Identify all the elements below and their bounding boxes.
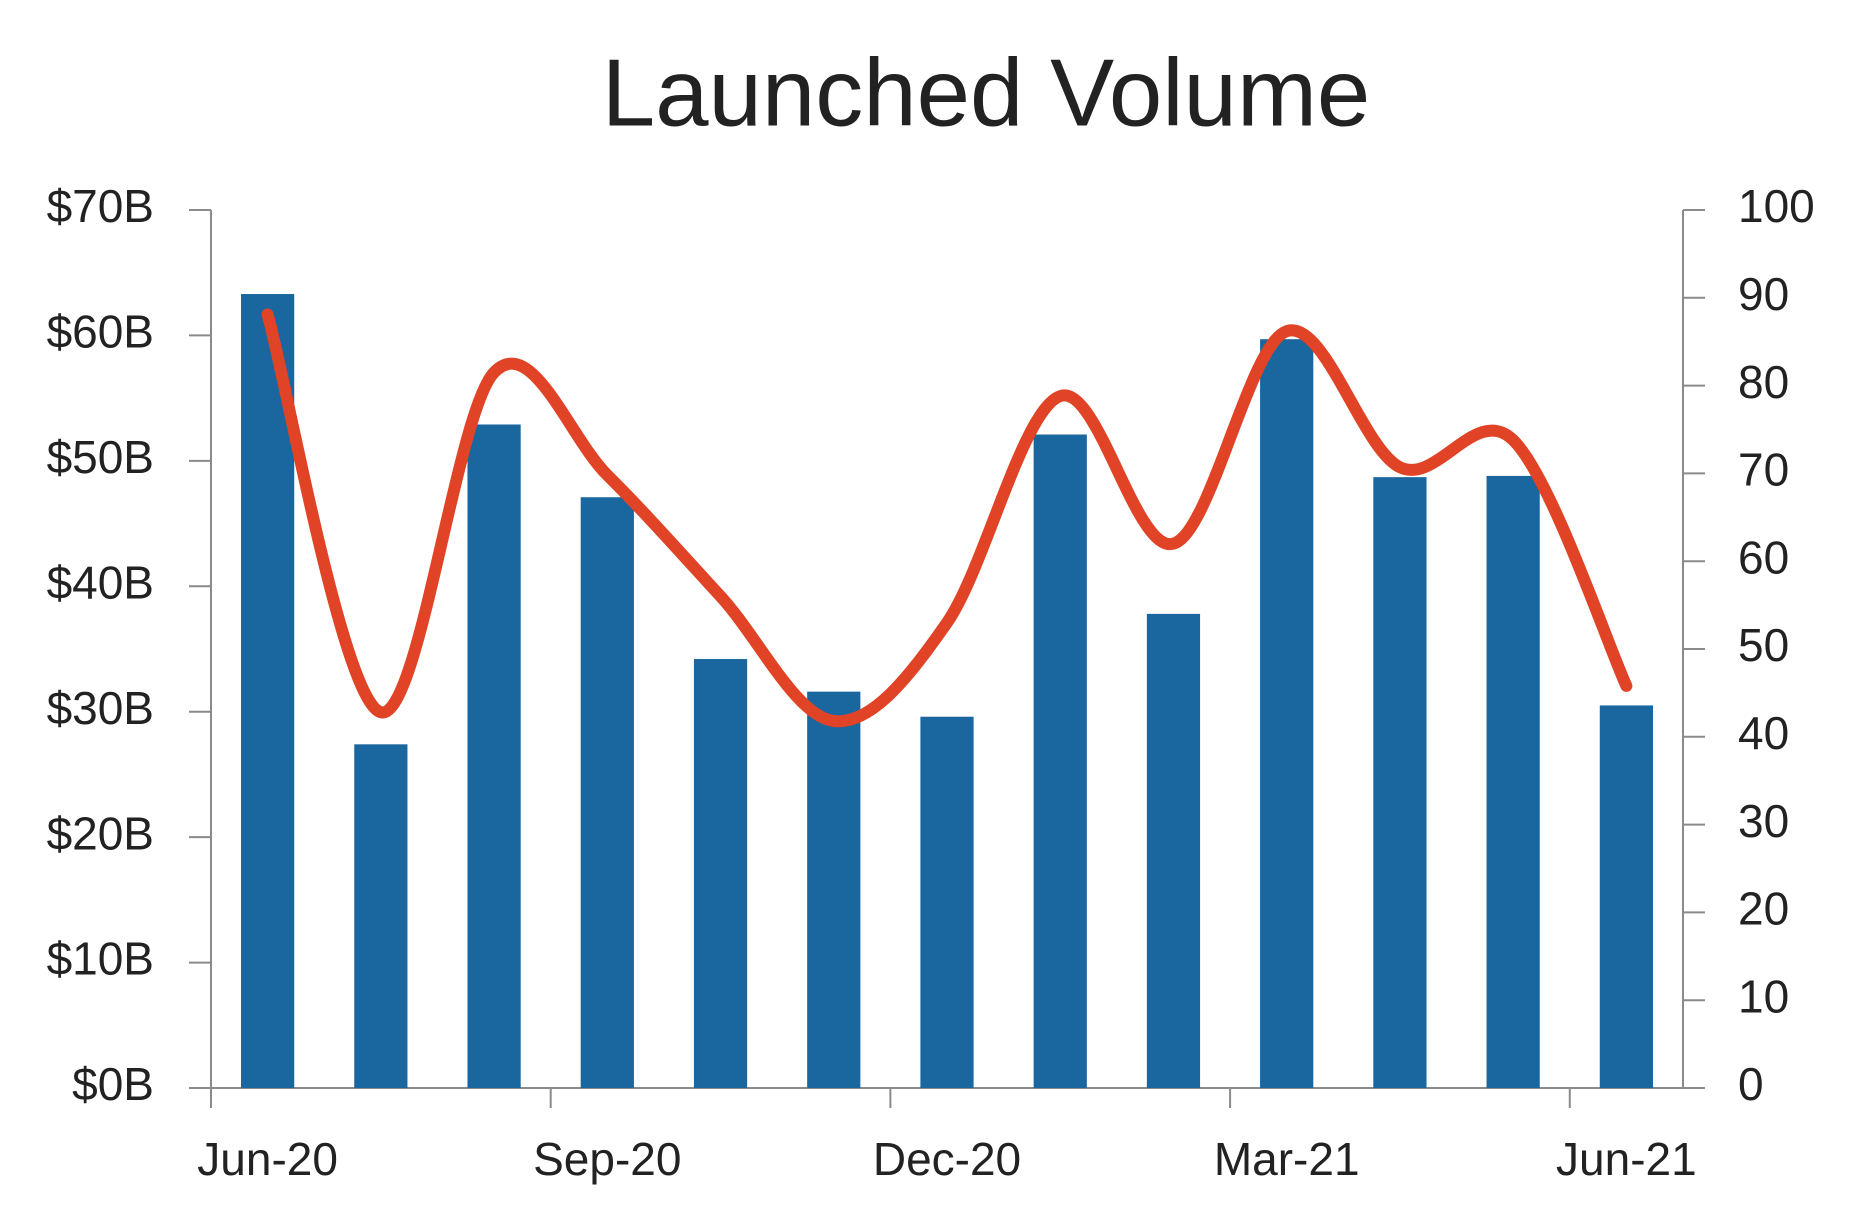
x-tick-label: Dec-20 xyxy=(873,1133,1021,1185)
bar xyxy=(1260,339,1314,1089)
x-tick-label: Sep-20 xyxy=(533,1133,681,1185)
bar xyxy=(1486,475,1540,1088)
bar xyxy=(1146,613,1201,1088)
bar xyxy=(693,659,748,1088)
y2-tick-label: 0 xyxy=(1738,1058,1764,1110)
line xyxy=(261,308,1633,728)
x-tick-label: Jun-20 xyxy=(197,1133,338,1185)
y-tick-label: $30B xyxy=(47,682,154,734)
y2-tick-label: 100 xyxy=(1738,180,1815,232)
bar xyxy=(807,691,861,1088)
y2-tick-label: 80 xyxy=(1738,356,1789,408)
y2-tick-label: 50 xyxy=(1738,619,1789,671)
y2-tick-label: 70 xyxy=(1738,444,1789,496)
y2-tick-label: 60 xyxy=(1738,531,1789,583)
y-tick-label: $50B xyxy=(47,431,154,483)
y2-tick-label: 10 xyxy=(1738,970,1789,1022)
x-tick-label: Jun-21 xyxy=(1556,1133,1697,1185)
y-tick-label: $40B xyxy=(47,556,154,608)
bar xyxy=(467,424,521,1088)
chart-title: Launched Volume xyxy=(602,39,1371,146)
y2-tick-label: 20 xyxy=(1738,883,1789,935)
bar xyxy=(354,744,408,1088)
bar xyxy=(1373,477,1427,1089)
y2-tick-label: 30 xyxy=(1738,795,1789,847)
y-tick-label: $20B xyxy=(47,807,154,859)
y-tick-label: $10B xyxy=(47,933,154,985)
bar xyxy=(1033,434,1087,1088)
y2-tick-label: 90 xyxy=(1738,268,1789,320)
bar xyxy=(241,294,295,1089)
x-tick-label: Mar-21 xyxy=(1214,1133,1360,1185)
bar xyxy=(1599,705,1653,1088)
y-tick-label: $0B xyxy=(72,1058,154,1110)
y2-tick-label: 40 xyxy=(1738,707,1789,759)
y-tick-label: $60B xyxy=(47,306,154,358)
y-tick-label: $70B xyxy=(47,180,154,232)
bar xyxy=(580,497,634,1088)
bar xyxy=(920,716,974,1088)
